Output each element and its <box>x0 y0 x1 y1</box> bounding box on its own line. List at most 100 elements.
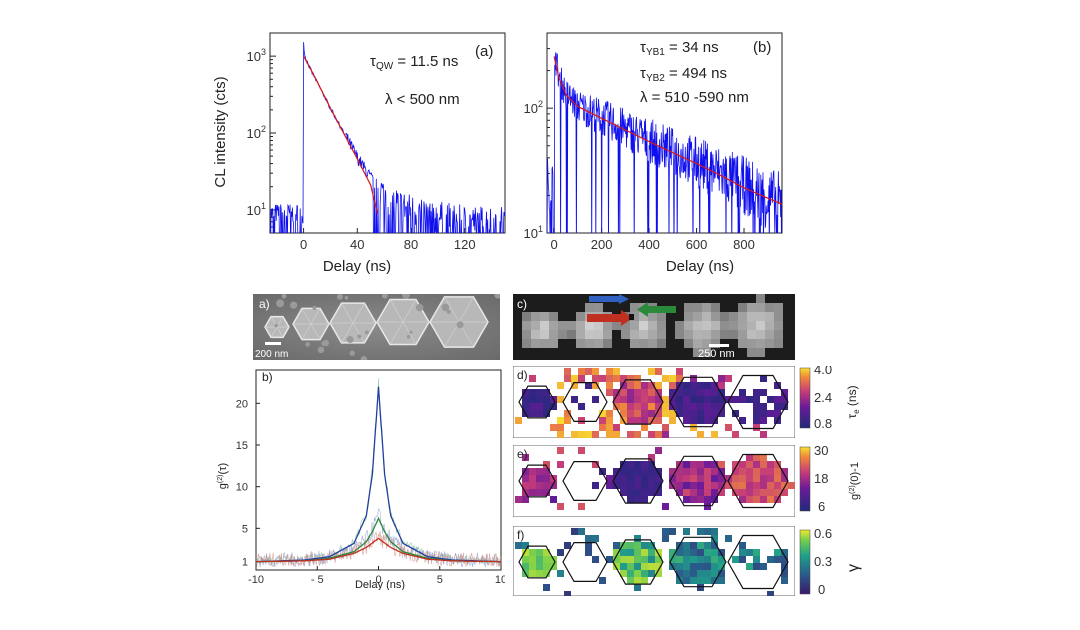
cl-pixel <box>594 339 603 348</box>
map-pixel <box>760 475 767 482</box>
hexagon-outline <box>562 542 608 583</box>
map-pixel <box>627 410 634 417</box>
map-pixel <box>690 570 697 577</box>
map-pixel <box>767 410 774 417</box>
annotation: λ = 510 -590 nm <box>640 89 749 106</box>
cl-pixel <box>711 321 720 330</box>
chart-top-b: 0 200 400 600 800 101 102 Delay (ns) (b) τYB1 … <box>524 32 783 275</box>
map-pixel <box>697 563 704 570</box>
cl-pixel <box>522 330 531 339</box>
cl-pixel <box>792 339 795 348</box>
cl-pixel <box>522 312 531 321</box>
cl-pixel <box>675 348 684 357</box>
cl-pixel <box>756 294 765 303</box>
facet-line <box>389 299 417 345</box>
cl-pixel <box>585 348 594 357</box>
map-pixel <box>739 417 746 424</box>
cl-pixel <box>729 321 738 330</box>
map-pixel <box>725 482 732 489</box>
map-pixel <box>739 461 746 468</box>
cl-pixel <box>594 330 603 339</box>
map-pixel <box>683 570 690 577</box>
map-pixel <box>683 556 690 563</box>
cl-pixel <box>522 339 531 348</box>
map-pixel <box>536 489 543 496</box>
map-pixel <box>634 549 641 556</box>
map-pixel <box>592 461 599 468</box>
map-pixel <box>613 431 620 438</box>
cl-pixel <box>540 312 549 321</box>
cl-pixel <box>612 321 621 330</box>
map-pixel <box>578 417 585 424</box>
cl-pixel <box>684 357 693 360</box>
cl-pixel <box>666 312 675 321</box>
cl-pixel <box>711 348 720 357</box>
cl-pixel <box>747 330 756 339</box>
map-pixel <box>648 482 655 489</box>
grain <box>446 309 451 314</box>
map-pixel <box>704 577 711 584</box>
cl-pixel <box>675 303 684 312</box>
map-pixel <box>760 563 767 570</box>
map-pixel <box>718 489 725 496</box>
map-pixel <box>753 556 760 563</box>
cl-pixel <box>594 321 603 330</box>
map-pixel <box>655 410 662 417</box>
map-pixel <box>711 556 718 563</box>
grain <box>441 303 450 312</box>
cl-pixel <box>639 339 648 348</box>
map-pixel <box>732 410 739 417</box>
map-pixel <box>718 375 725 382</box>
annotation: τYB2 = 494 ns <box>640 65 727 84</box>
y-axis-label: g(2)(τ) <box>217 463 229 489</box>
cl-pixel <box>612 357 621 360</box>
y-tick-label: 102 <box>247 124 266 141</box>
map-pixel <box>697 403 704 410</box>
cl-pixel <box>594 348 603 357</box>
map-pixel <box>655 396 662 403</box>
map-pixel <box>711 417 718 424</box>
map-pixel <box>711 542 718 549</box>
cl-pixel <box>648 294 657 303</box>
map-pixel <box>627 403 634 410</box>
map-pixel <box>676 556 683 563</box>
map-pixel <box>753 403 760 410</box>
cl-pixel <box>675 294 684 303</box>
map-pixel <box>627 468 634 475</box>
map-pixel <box>606 431 613 438</box>
series-data <box>547 52 782 233</box>
map-pixel <box>578 431 585 438</box>
cl-pixel <box>657 339 666 348</box>
cl-pixel <box>513 294 522 303</box>
map-pixel <box>557 549 564 556</box>
cl-pixel <box>639 330 648 339</box>
map-pixel <box>655 468 662 475</box>
cl-pixel <box>693 321 702 330</box>
map-pixel <box>704 556 711 563</box>
map-pixel <box>592 382 599 389</box>
cl-pixel <box>729 348 738 357</box>
map-pixel <box>676 375 683 382</box>
cl-pixel <box>585 303 594 312</box>
cl-pixel <box>747 303 756 312</box>
hexagon-outline <box>612 379 664 425</box>
map-pixel <box>543 570 550 577</box>
map-pixel <box>634 389 641 396</box>
map-pixel <box>683 410 690 417</box>
cl-pixel <box>513 330 522 339</box>
map-pixel <box>536 475 543 482</box>
cl-pixel <box>621 321 630 330</box>
map-pixel <box>613 556 620 563</box>
series-fit <box>256 537 501 563</box>
map-pixel <box>529 468 536 475</box>
map-pixel <box>543 584 550 591</box>
map-pixel <box>585 549 592 556</box>
x-tick-label: 5 <box>437 574 443 586</box>
cl-pixel <box>621 357 630 360</box>
series-fit <box>303 55 378 214</box>
map-pixel <box>739 482 746 489</box>
map-pixel <box>620 556 627 563</box>
map-pixel <box>725 424 732 431</box>
map-pixel <box>599 410 606 417</box>
map-pixel <box>669 382 676 389</box>
